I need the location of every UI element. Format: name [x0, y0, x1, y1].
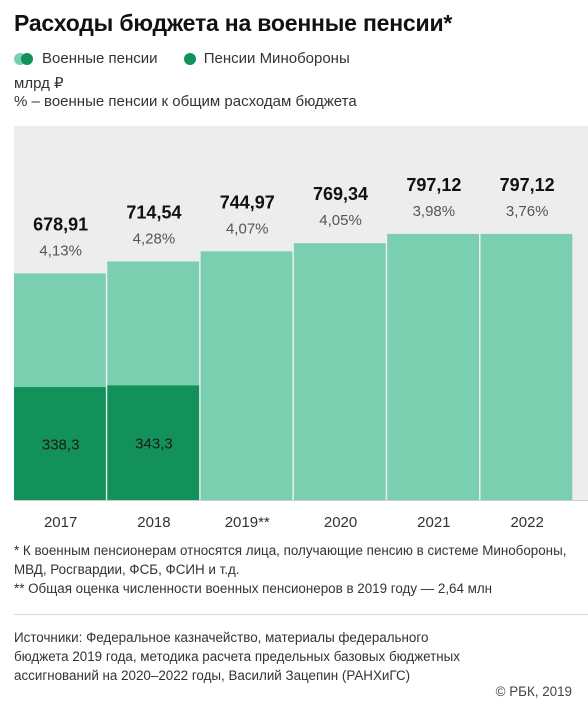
value-label: 769,34	[313, 184, 368, 204]
unit-label: млрд ₽	[14, 75, 64, 92]
copyright: © РБК, 2019	[495, 684, 572, 699]
percent-label: 4,28%	[133, 230, 176, 247]
bar-military-pensions	[293, 243, 386, 500]
legend: Военные пенсии Пенсии Минобороны	[14, 50, 372, 69]
value-label: 744,97	[220, 192, 275, 212]
divider	[14, 614, 588, 615]
legend-item-mod-pensions: Пенсии Минобороны	[183, 50, 350, 67]
legend-swatch-icon	[14, 52, 34, 65]
value-label: 797,12	[406, 175, 461, 195]
bar-mod-pensions	[14, 387, 106, 500]
x-tick-label: 2017	[44, 514, 77, 531]
x-tick-label: 2021	[417, 514, 450, 531]
mod-value-label: 343,3	[135, 436, 173, 453]
legend-item-military-pensions: Военные пенсии	[14, 50, 158, 67]
value-label: 678,91	[33, 214, 88, 234]
footnote: * К военным пенсионерам относятся лица, …	[14, 543, 567, 577]
sources-text: Источники: Федеральное казначейство, мат…	[14, 630, 461, 683]
bar-military-pensions	[480, 233, 573, 501]
percent-label: 3,76%	[506, 203, 549, 220]
value-label: 797,12	[500, 175, 555, 195]
x-tick-label: 2022	[510, 514, 543, 531]
x-tick-label: 2019**	[225, 514, 270, 531]
percent-label: 4,05%	[319, 212, 362, 229]
percent-note: % – военные пенсии к общим расходам бюдж…	[14, 93, 357, 110]
x-axis-line	[14, 500, 588, 501]
chart-title: Расходы бюджета на военные пенсии*	[14, 10, 453, 36]
footnotes: * К военным пенсионерам относятся лица, …	[14, 541, 579, 598]
footnote: ** Общая оценка численности военных пенс…	[14, 581, 493, 596]
mod-value-label: 338,3	[42, 437, 80, 454]
legend-label: Пенсии Минобороны	[203, 50, 350, 67]
x-tick-label: 2020	[324, 514, 357, 531]
bar-military-pensions	[387, 233, 479, 501]
percent-label: 3,98%	[413, 203, 456, 220]
legend-label: Военные пенсии	[42, 50, 158, 67]
legend-swatch-icon	[183, 52, 196, 65]
percent-label: 4,07%	[226, 220, 269, 237]
percent-label: 4,13%	[39, 242, 82, 259]
value-label: 714,54	[126, 202, 181, 222]
bar-mod-pensions	[107, 385, 200, 500]
bar-chart: 338,3 678,91 4,13% 2017 343,3 714,54 4,28% 2018…	[14, 175, 573, 531]
bar-military-pensions	[200, 251, 293, 500]
x-tick-label: 2018	[137, 514, 170, 531]
